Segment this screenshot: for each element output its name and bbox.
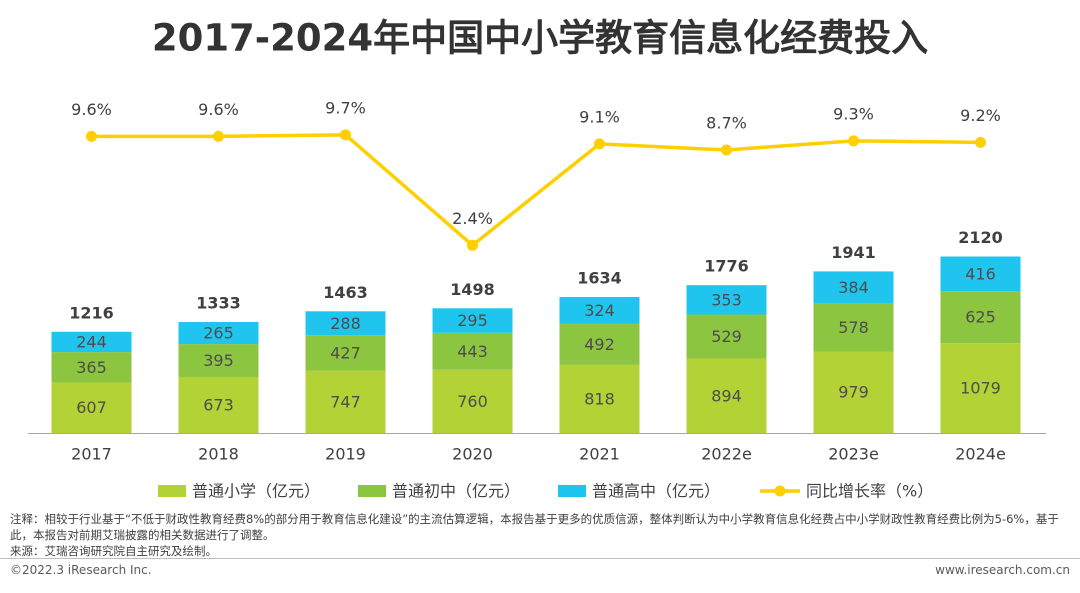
bar-segment [178, 344, 259, 377]
segment-label: 353 [711, 290, 742, 309]
bar-segment [559, 296, 640, 324]
total-label: 1941 [831, 243, 876, 262]
bar-segment [305, 335, 386, 371]
segment-label: 894 [711, 386, 742, 405]
x-tick-label: 2022e [701, 445, 752, 464]
segment-label: 443 [457, 342, 488, 361]
line-point [467, 239, 478, 251]
bar-segment [432, 369, 513, 433]
x-tick-label: 2020 [452, 445, 493, 464]
segment-label: 979 [838, 383, 869, 402]
bar-segment [559, 364, 640, 433]
bar-segment [940, 343, 1021, 433]
bar-segment [813, 271, 894, 304]
bar-segment [178, 376, 259, 433]
bar-segment [51, 331, 132, 353]
segment-label: 673 [203, 395, 234, 414]
legend-label: 同比增长率（%） [806, 482, 933, 501]
x-tick-label: 2019 [325, 445, 366, 464]
bar-segment [940, 291, 1021, 344]
legend-label: 普通高中（亿元） [592, 482, 720, 501]
total-label: 2120 [958, 228, 1003, 247]
segment-label: 529 [711, 327, 742, 346]
copyright: ©2022.3 iResearch Inc. [10, 563, 152, 577]
x-tick-label: 2017 [71, 445, 112, 464]
legend-label: 普通初中（亿元） [392, 482, 520, 501]
bar-segment [178, 322, 259, 345]
point-label: 9.2% [960, 106, 1001, 125]
line [91, 133, 981, 248]
line-point [86, 130, 97, 142]
website: www.iresearch.com.cn [935, 563, 1070, 577]
segment-label: 625 [965, 308, 996, 327]
total-label: 1216 [69, 303, 114, 322]
segment-label: 244 [76, 332, 107, 351]
segment-label: 760 [457, 392, 488, 411]
line-point [213, 130, 224, 142]
bar-segment [305, 311, 386, 336]
point-label: 9.7% [325, 98, 366, 117]
x-tick-label: 2024e [955, 445, 1006, 464]
segment-label: 1079 [960, 379, 1001, 398]
line-point [594, 138, 605, 150]
line-point [975, 136, 986, 148]
chart-title: 2017-2024年中国中小学教育信息化经费投入 [152, 17, 928, 60]
segment-label: 395 [203, 351, 234, 370]
total-label: 1634 [577, 268, 622, 287]
total-label: 1776 [704, 257, 749, 276]
point-label: 2.4% [452, 209, 493, 228]
bar-segment [686, 314, 767, 359]
legend-swatch [358, 485, 386, 497]
segment-label: 288 [330, 314, 361, 333]
segment-label: 578 [838, 318, 869, 337]
point-label: 9.3% [833, 104, 874, 123]
legend-swatch [558, 485, 586, 497]
segment-label: 416 [965, 264, 996, 283]
point-label: 9.1% [579, 107, 620, 126]
point-label: 9.6% [71, 100, 112, 119]
bar-segment [51, 352, 132, 383]
segment-label: 365 [76, 358, 107, 377]
line-point [848, 135, 859, 147]
segment-label: 747 [330, 392, 361, 411]
source: 来源：艾瑞咨询研究院自主研究及绘制。 [10, 544, 217, 558]
bar-segment [51, 382, 132, 433]
legend-marker [774, 485, 786, 497]
x-tick-label: 2018 [198, 445, 239, 464]
x-tick-label: 2023e [828, 445, 879, 464]
legend-label: 普通小学（亿元） [192, 482, 320, 501]
line-point [721, 144, 732, 156]
line-point [340, 129, 351, 141]
segment-label: 324 [584, 301, 615, 320]
bar-segment [432, 308, 513, 333]
bar-segment [940, 256, 1021, 292]
bar-segment [813, 351, 894, 433]
segment-label: 295 [457, 311, 488, 330]
segment-label: 265 [203, 324, 234, 343]
bar-segment [813, 303, 894, 352]
bar-segment [432, 332, 513, 370]
total-label: 1333 [196, 294, 241, 313]
point-label: 8.7% [706, 113, 747, 132]
bar-segment [686, 358, 767, 433]
total-label: 1498 [450, 280, 495, 299]
bar-segment [305, 370, 386, 433]
x-tick-label: 2021 [579, 445, 620, 464]
segment-label: 492 [584, 335, 615, 354]
bar-segment [686, 285, 767, 315]
segment-label: 427 [330, 344, 361, 363]
segment-label: 384 [838, 278, 869, 297]
note: 注释：相较于行业基于“不低于财政性教育经费8%的部分用于教育信息化建设”的主流估… [10, 512, 1059, 542]
segment-label: 818 [584, 389, 615, 408]
total-label: 1463 [323, 283, 368, 302]
note-block: 注释：相较于行业基于“不低于财政性教育经费8%的部分用于教育信息化建设”的主流估… [10, 511, 1072, 559]
segment-label: 607 [76, 398, 107, 417]
bar-segment [559, 323, 640, 365]
point-label: 9.6% [198, 100, 239, 119]
legend-swatch [158, 485, 186, 497]
